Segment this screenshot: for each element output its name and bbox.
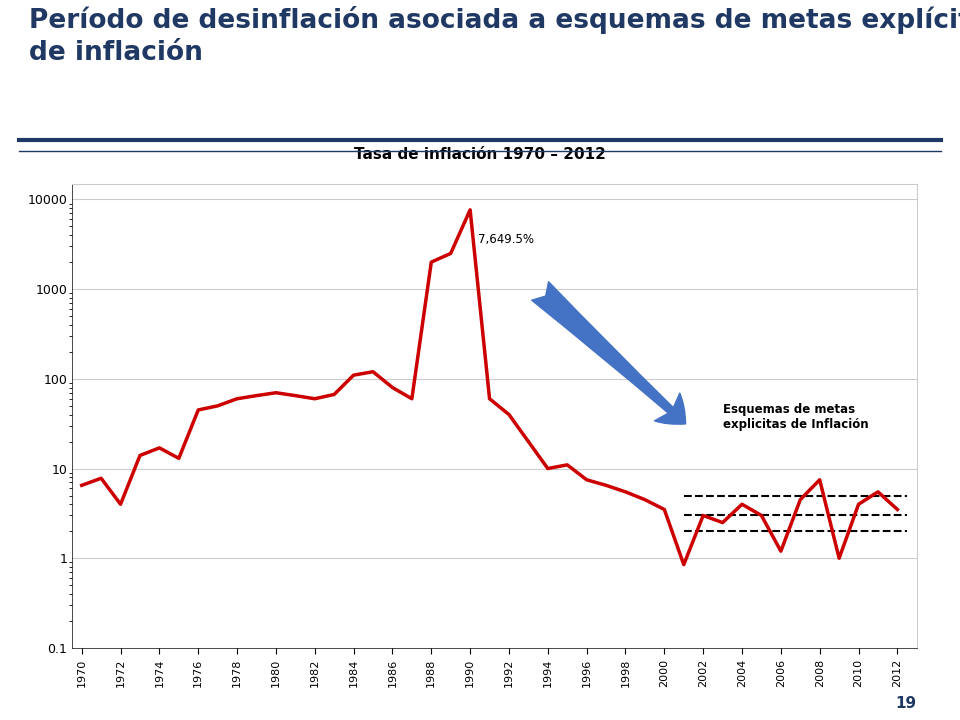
Text: 7,649.5%: 7,649.5%: [478, 233, 534, 246]
Text: Tasa de inflación 1970 – 2012: Tasa de inflación 1970 – 2012: [354, 147, 606, 162]
Text: Esquemas de metas
explicitas de Inflación: Esquemas de metas explicitas de Inflació…: [723, 402, 868, 431]
Text: Período de desinflación asociada a esquemas de metas explícitas
de inflación: Período de desinflación asociada a esque…: [29, 6, 960, 66]
Text: 19: 19: [896, 696, 917, 711]
